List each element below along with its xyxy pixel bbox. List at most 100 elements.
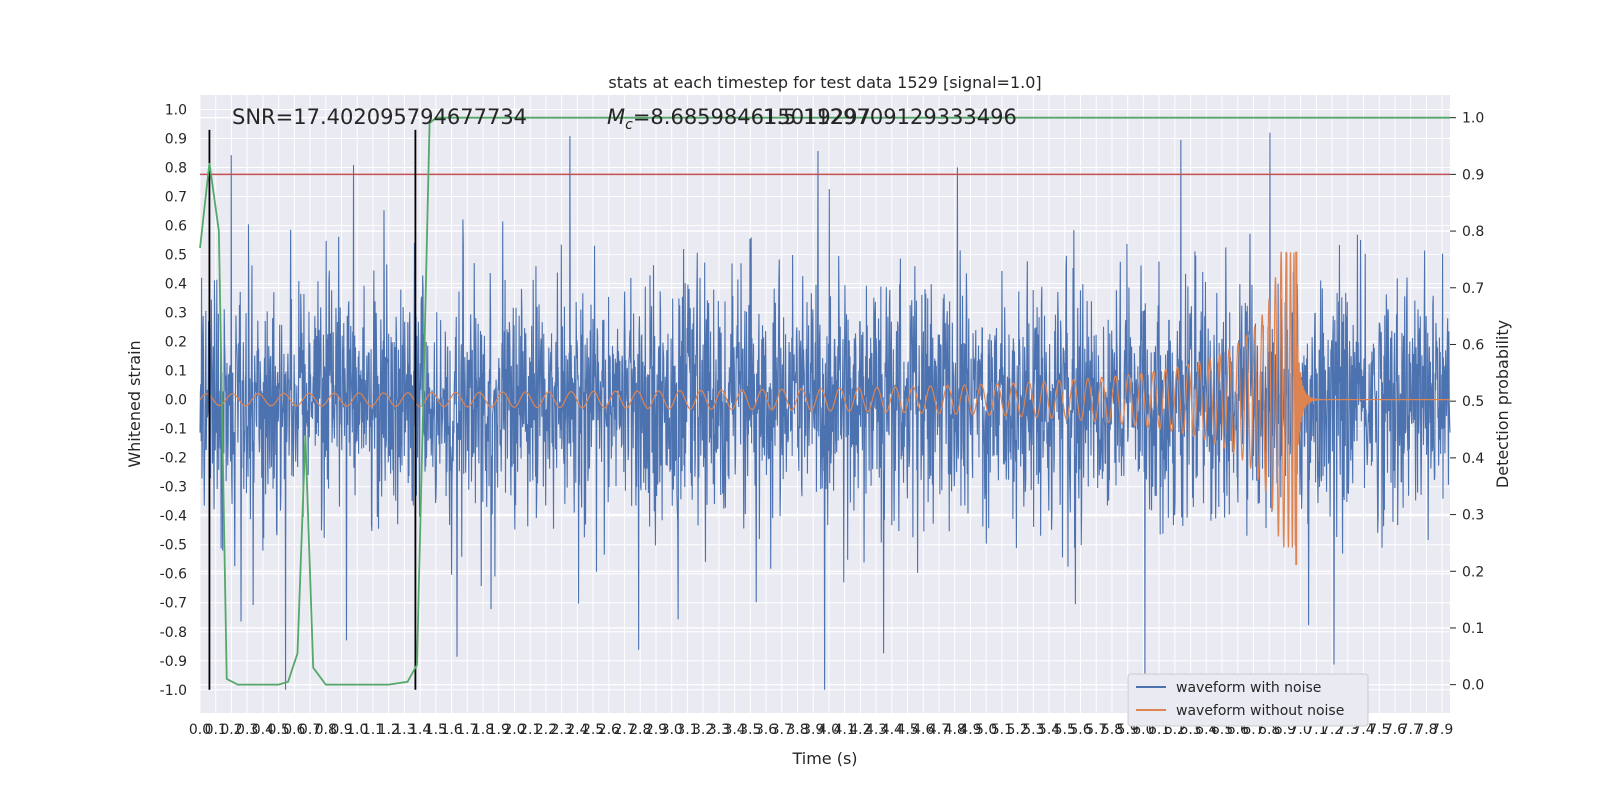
legend-box — [1127, 673, 1369, 727]
x-tick-label: 4.2 — [849, 722, 871, 738]
x-tick-label: 7.8 — [1415, 722, 1437, 738]
x-tick-label: 2.9 — [645, 722, 667, 738]
mc-symbol: M — [607, 105, 625, 129]
y-tick-label: 0.0 — [165, 393, 187, 409]
y2-tick-label: 0.2 — [1462, 564, 1484, 580]
y-tick-label: 0.7 — [165, 190, 187, 206]
y-axis-title: Whitened strain — [125, 340, 144, 467]
series-waveform-with-noise — [199, 132, 1451, 690]
x-tick-label: 5.8 — [1101, 722, 1123, 738]
y-tick-label: 0.6 — [165, 219, 187, 235]
legend-label-clean: waveform without noise — [1176, 703, 1344, 719]
x-tick-label: 0.0 — [189, 722, 211, 738]
x-tick-label: 4.6 — [912, 722, 934, 738]
x-tick-label: 1.7 — [456, 722, 478, 738]
y-tick-label: -0.3 — [160, 480, 187, 496]
snr-annotation: SNR=17.402095794677734 — [232, 105, 527, 129]
y-tick-label: -1.0 — [160, 683, 187, 699]
x-tick-label: 4.5 — [896, 722, 918, 738]
x-tick-label: 2.8 — [629, 722, 651, 738]
mc-annotation: Mc=8.685984615019297 — [607, 105, 871, 133]
x-tick-label: 1.8 — [472, 722, 494, 738]
y-tick-label: -0.9 — [160, 654, 187, 670]
x-tick-label: 3.8 — [786, 722, 808, 738]
y2-tick-label: 1.0 — [1462, 111, 1484, 127]
y-tick-label: -0.1 — [160, 422, 187, 438]
x-tick-label: 3.4 — [723, 722, 745, 738]
x-tick-label: 0.3 — [236, 722, 258, 738]
y-tick-label: 0.5 — [165, 248, 187, 264]
x-tick-label: 2.1 — [519, 722, 541, 738]
series-waveform-without-noise — [199, 251, 1450, 548]
x-tick-label: 0.6 — [283, 722, 305, 738]
x-tick-label: 5.7 — [1085, 722, 1107, 738]
x-tick-label: 4.9 — [959, 722, 981, 738]
y-tick-label: 0.1 — [165, 364, 187, 380]
x-tick-label: 0.1 — [205, 722, 227, 738]
x-tick-label: 4.3 — [865, 722, 887, 738]
y2-tick-label: 0.0 — [1462, 678, 1484, 694]
x-tick-label: 2.0 — [503, 722, 525, 738]
y2-tick-label: 0.7 — [1462, 281, 1484, 297]
y-tick-label: -0.4 — [160, 509, 187, 525]
y2-tick-label: 0.4 — [1462, 451, 1484, 467]
y2-tick-label: 0.6 — [1462, 337, 1484, 353]
x-tick-label: 3.6 — [755, 722, 777, 738]
x-tick-label: 5.6 — [1069, 722, 1091, 738]
x-tick-label: 7.9 — [1431, 722, 1453, 738]
x-tick-label: 4.0 — [818, 722, 840, 738]
x-tick-label: 3.2 — [692, 722, 714, 738]
x-tick-label: 1.9 — [488, 722, 510, 738]
y2-tick-label: 0.8 — [1462, 224, 1484, 240]
x-tick-label: 2.3 — [551, 722, 573, 738]
x-tick-label: 3.9 — [802, 722, 824, 738]
series-detection-probability — [199, 116, 1450, 686]
x-axis-ticks: 0.00.10.20.30.40.50.60.70.80.91.01.11.21… — [189, 722, 1453, 738]
x-tick-label: 2.2 — [535, 722, 557, 738]
x-tick-label: 0.8 — [315, 722, 337, 738]
x-tick-label: 4.1 — [834, 722, 856, 738]
mc-subscript: c — [625, 117, 633, 133]
x-tick-label: 1.3 — [393, 722, 415, 738]
y2-tick-label: 0.3 — [1462, 508, 1484, 524]
x-tick-label: 3.5 — [739, 722, 761, 738]
y2-axis-ticks: 0.0 0.1 0.2 0.3 0.4 0.5 0.6 0.7 0.8 0.9 1.0 — [1450, 111, 1484, 694]
y2-tick-label: 0.1 — [1462, 621, 1484, 637]
mc-value: =8.685984615019297 — [633, 105, 871, 129]
y-tick-label: -0.5 — [160, 538, 187, 554]
x-tick-label: 2.5 — [582, 722, 604, 738]
y2-axis-title: Detection probability — [1493, 320, 1512, 488]
y2-tick-label: 0.5 — [1462, 394, 1484, 410]
x-tick-label: 7.7 — [1400, 722, 1422, 738]
y-axis-ticks: -1.0 -0.9 -0.8 -0.7 -0.6 -0.5 -0.4 -0.3 -0.2 -0.1… — [160, 103, 187, 699]
y2-tick-label: 0.9 — [1462, 167, 1484, 183]
x-tick-label: 1.5 — [425, 722, 447, 738]
y-tick-label: 1.0 — [165, 103, 187, 119]
x-tick-label: 0.7 — [299, 722, 321, 738]
chart-title: stats at each timestep for test data 152… — [608, 73, 1041, 92]
mc-overlap-annotation: 1.5 1129709129333496 — [763, 105, 1017, 129]
x-tick-label: 7.6 — [1384, 722, 1406, 738]
x-tick-label: 0.4 — [252, 722, 274, 738]
y-tick-label: -0.7 — [160, 596, 187, 612]
x-tick-label: 3.3 — [708, 722, 730, 738]
x-tick-label: 7.5 — [1368, 722, 1390, 738]
y-tick-label: 0.2 — [165, 335, 187, 351]
x-tick-label: 0.5 — [267, 722, 289, 738]
x-tick-label: 5.1 — [991, 722, 1013, 738]
x-tick-label: 5.2 — [1006, 722, 1028, 738]
x-axis-title: Time (s) — [791, 749, 857, 768]
annotations: SNR=17.402095794677734 Mc=8.685984615019… — [232, 105, 1017, 133]
legend: waveform with noise waveform without noi… — [1127, 673, 1369, 727]
x-tick-label: 2.4 — [566, 722, 588, 738]
x-tick-label: 1.6 — [440, 722, 462, 738]
plot-content — [199, 116, 1451, 690]
y-tick-label: -0.8 — [160, 625, 187, 641]
x-tick-label: 3.1 — [676, 722, 698, 738]
x-tick-label: 5.4 — [1038, 722, 1060, 738]
y-tick-label: 0.4 — [165, 277, 187, 293]
x-tick-label: 2.6 — [598, 722, 620, 738]
x-tick-label: 2.7 — [613, 722, 635, 738]
y-tick-label: -0.6 — [160, 567, 187, 583]
